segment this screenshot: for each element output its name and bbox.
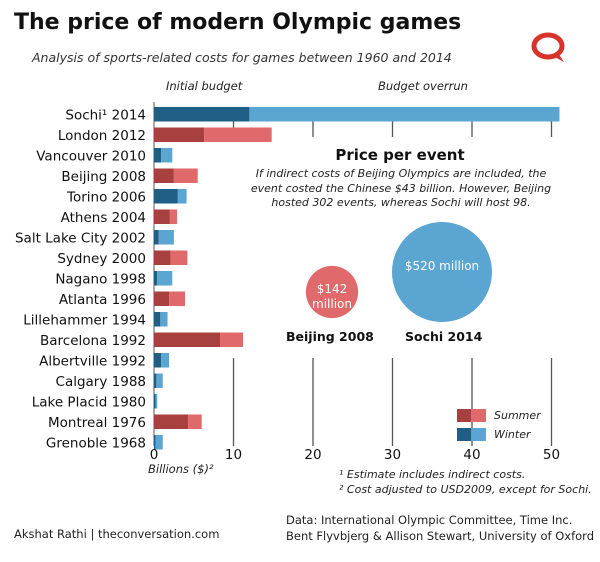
source-line-2: Bent Flyvbjerg & Allison Stewart, Univer… xyxy=(286,529,594,543)
bar-overrun-7 xyxy=(170,250,188,265)
bar-initial-16 xyxy=(154,435,156,450)
bar-initial-6 xyxy=(154,230,159,245)
bar-overrun-0 xyxy=(249,107,560,122)
x-tick-20: 20 xyxy=(304,447,321,463)
data-source: Data: International Olympic Committee, T… xyxy=(286,512,594,544)
legend-winter-label: Winter xyxy=(494,428,531,441)
category-label-16: Grenoble 1968 xyxy=(46,435,146,451)
category-label-10: Lillehammer 1994 xyxy=(23,312,146,328)
bar-initial-1 xyxy=(154,127,205,142)
category-label-6: Salt Lake City 2002 xyxy=(15,230,146,246)
bar-initial-4 xyxy=(154,189,178,204)
category-label-2: Vancouver 2010 xyxy=(36,148,146,164)
bar-initial-2 xyxy=(154,148,162,163)
price-per-event-text: If indirect costs of Beijing Olympics ar… xyxy=(250,167,552,209)
legend-summer: Summer xyxy=(457,406,541,425)
chart-subtitle: Analysis of sports-related costs for gam… xyxy=(32,50,452,65)
category-label-12: Albertville 1992 xyxy=(39,353,146,369)
bar-initial-3 xyxy=(154,168,174,183)
bar-initial-7 xyxy=(154,250,171,265)
footnote-1: ¹ Estimate includes indirect costs. xyxy=(339,468,526,481)
bubble-1 xyxy=(392,222,492,322)
summer-light-swatch xyxy=(472,409,486,422)
bar-initial-13 xyxy=(154,373,157,388)
bar-overrun-1 xyxy=(204,127,272,142)
category-label-7: Sydney 2000 xyxy=(57,251,146,267)
budget-overrun-header: Budget overrun xyxy=(378,79,468,93)
chart-title: The price of modern Olympic games xyxy=(14,10,462,35)
category-label-0: Sochi¹ 2014 xyxy=(65,107,146,123)
bar-overrun-5 xyxy=(169,209,178,224)
bar-overrun-11 xyxy=(219,332,244,347)
footnotes: ¹ Estimate includes indirect costs. ² Co… xyxy=(339,467,592,497)
conversation-logo-icon xyxy=(531,32,565,62)
bar-overrun-15 xyxy=(188,414,202,429)
sochi-bubble-label: Sochi 2014 xyxy=(405,329,483,344)
category-label-5: Athens 2004 xyxy=(61,210,146,226)
bubble-0 xyxy=(305,265,359,319)
winter-dark-swatch xyxy=(457,428,471,441)
bar-initial-14 xyxy=(154,394,156,409)
bar-overrun-2 xyxy=(161,148,173,163)
source-line-1: Data: International Olympic Committee, T… xyxy=(286,513,573,527)
beijing-bubble-label: Beijing 2008 xyxy=(286,329,374,344)
bar-initial-10 xyxy=(154,312,161,327)
price-per-event-title: Price per event xyxy=(335,146,465,164)
category-label-8: Nagano 1998 xyxy=(55,271,146,287)
bar-initial-15 xyxy=(154,414,189,429)
x-tick-30: 30 xyxy=(384,447,401,463)
legend: Summer Winter xyxy=(457,406,541,444)
category-label-3: Beijing 2008 xyxy=(61,169,146,185)
sochi-bubble-value: $520 million xyxy=(404,259,480,273)
category-label-1: London 2012 xyxy=(58,128,146,144)
category-label-9: Atlanta 1996 xyxy=(59,292,146,308)
bar-initial-11 xyxy=(154,332,220,347)
bar-overrun-10 xyxy=(160,312,168,327)
winter-light-swatch xyxy=(472,428,486,441)
bar-overrun-14 xyxy=(155,394,158,409)
x-tick-40: 40 xyxy=(463,447,480,463)
bar-initial-9 xyxy=(154,291,170,306)
summer-dark-swatch xyxy=(457,409,471,422)
category-label-11: Barcelona 1992 xyxy=(40,333,146,349)
category-label-13: Calgary 1988 xyxy=(56,374,146,390)
initial-budget-header: Initial budget xyxy=(166,79,243,93)
footnote-2: ² Cost adjusted to USD2009, except for S… xyxy=(339,483,592,496)
bar-initial-5 xyxy=(154,209,170,224)
legend-winter: Winter xyxy=(457,425,541,444)
category-label-14: Lake Placid 1980 xyxy=(32,394,146,410)
bar-initial-12 xyxy=(154,353,162,368)
x-tick-50: 50 xyxy=(543,447,560,463)
bar-overrun-4 xyxy=(177,189,187,204)
x-axis-label: Billions ($)² xyxy=(148,462,214,476)
bar-overrun-12 xyxy=(161,353,170,368)
x-tick-10: 10 xyxy=(225,447,242,463)
author-credit: Akshat Rathi | theconversation.com xyxy=(14,527,220,541)
legend-summer-label: Summer xyxy=(494,409,541,422)
bar-overrun-9 xyxy=(169,291,186,306)
category-label-4: Torino 2006 xyxy=(66,189,146,205)
bar-initial-8 xyxy=(154,271,158,286)
bar-overrun-3 xyxy=(173,168,198,183)
x-tick-0: 0 xyxy=(150,447,159,463)
bar-overrun-8 xyxy=(157,271,173,286)
bar-overrun-16 xyxy=(155,435,163,450)
beijing-bubble-value: $142 million xyxy=(312,282,352,311)
category-label-15: Montreal 1976 xyxy=(48,415,146,431)
bar-initial-0 xyxy=(154,107,250,122)
bar-overrun-13 xyxy=(156,373,163,388)
bar-overrun-6 xyxy=(158,230,174,245)
